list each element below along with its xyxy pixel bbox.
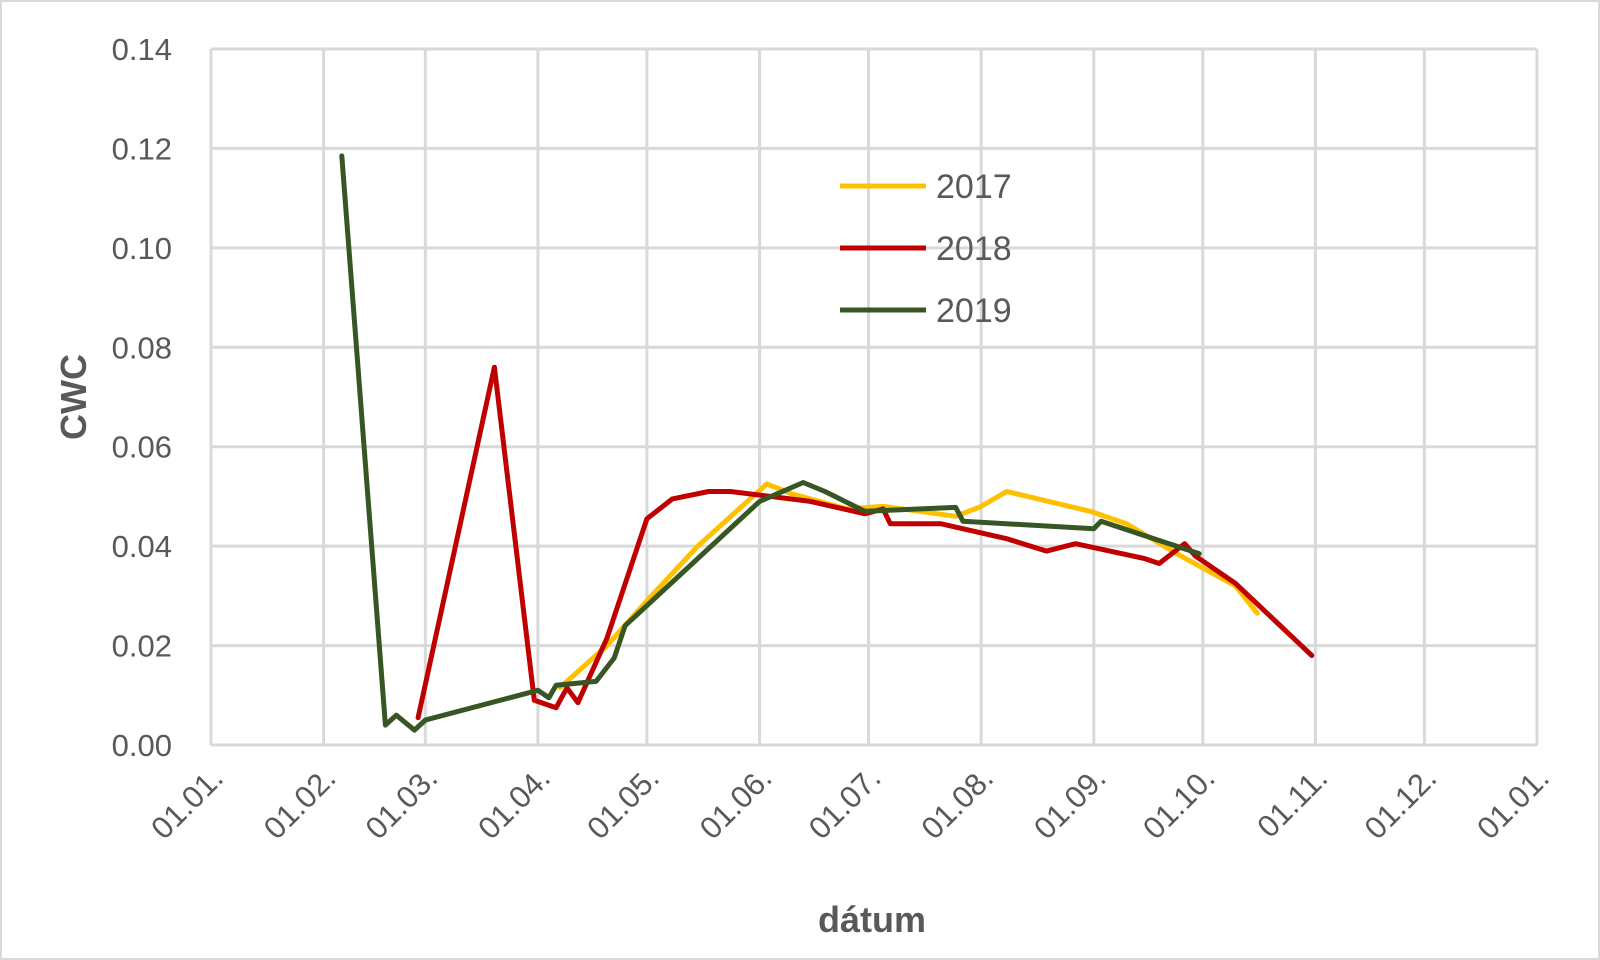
x-tick-label: 01.11. [1250,760,1334,844]
y-tick-label: 0.00 [112,728,172,763]
x-tick-label: 01.03. [359,760,445,846]
legend: 2017 2018 2019 [840,168,1012,330]
x-tick-label: 01.01. [144,760,230,846]
x-tick-label: 01.05. [580,760,666,846]
x-tick-label: 01.02. [257,760,343,846]
series-lines [339,153,1315,733]
y-tick-labels: 0.00 0.02 0.04 0.06 0.08 0.10 0.12 0.14 [112,32,172,763]
x-tick-label: 01.01. [1470,760,1556,846]
x-tick-labels: 01.01. 01.02. 01.03. 01.04. 01.05. 01.06. 01.0… [144,760,1556,846]
y-tick-label: 0.08 [112,330,172,365]
x-tick-label: 01.09. [1027,760,1113,846]
series-line-2018 [415,364,1315,721]
series-line-2017 [557,481,1260,691]
x-tick-label: 01.08. [914,760,1000,846]
x-tick-label: 01.12. [1358,760,1444,846]
y-tick-label: 0.02 [112,629,172,664]
y-tick-label: 0.12 [112,131,172,166]
x-axis-label: dátum [818,899,926,940]
x-tick-label: 01.06. [693,760,779,846]
y-tick-label: 0.14 [112,32,172,67]
x-tick-label: 01.04. [471,760,557,846]
grid-lines [209,47,1539,747]
series-line-2019 [339,153,1202,733]
legend-label-2018: 2018 [936,230,1012,268]
y-axis-label: CWC [53,354,94,440]
legend-label-2019: 2019 [936,292,1012,330]
y-tick-label: 0.06 [112,430,172,465]
legend-label-2017: 2017 [936,168,1012,206]
x-tick-label: 01.10. [1136,760,1222,846]
y-tick-label: 0.04 [112,529,172,564]
x-tick-label: 01.07. [802,760,888,846]
y-tick-label: 0.10 [112,231,172,266]
